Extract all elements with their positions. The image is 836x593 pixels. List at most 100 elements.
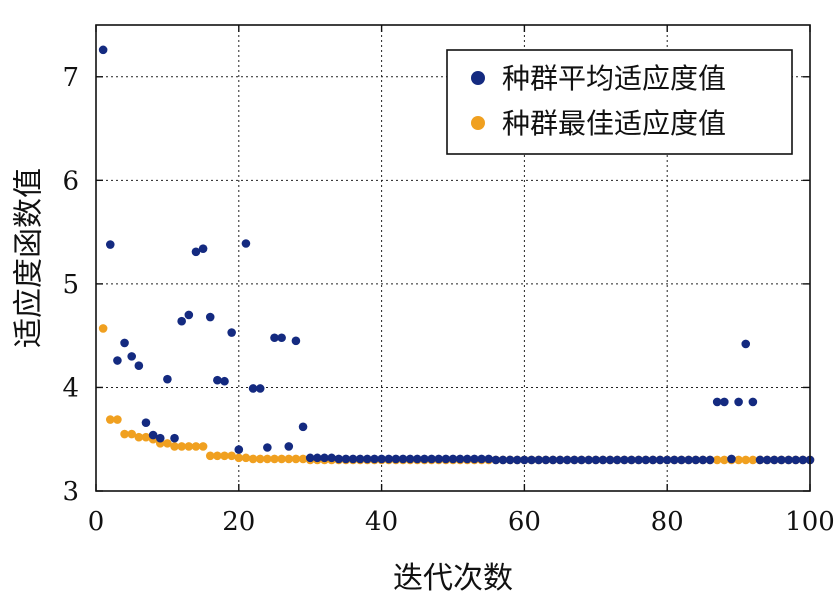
point-s1-26 [277,454,286,464]
point-s0-10 [163,374,172,384]
point-s0-52 [462,454,472,464]
point-s1-4 [120,429,129,439]
plot-frame [95,24,811,492]
point-s0-25 [270,333,279,343]
point-s0-92 [748,397,758,407]
point-s0-8 [148,430,158,440]
y-tick-label-6: 6 [62,166,79,196]
point-s0-28 [291,336,301,346]
point-s0-14 [191,247,201,257]
point-s0-36 [348,454,358,464]
point-s1-14 [191,442,201,451]
point-s1-5 [127,429,136,439]
point-s0-74 [620,455,629,465]
point-s0-81 [670,455,679,465]
point-s0-4 [120,338,129,348]
point-s1-88 [720,455,729,465]
point-s0-80 [662,455,672,465]
point-s0-1 [98,45,108,55]
point-s0-9 [155,433,165,443]
point-s0-29 [298,422,308,432]
legend-box [446,49,793,155]
point-s1-18 [220,451,229,461]
y-tick-label-4: 4 [62,373,79,403]
point-s0-75 [627,455,636,465]
point-s0-91 [741,339,751,349]
point-s0-63 [541,455,551,465]
x-tick-label-80: 80 [651,507,684,537]
point-s0-47 [427,454,436,464]
point-s0-98 [791,455,801,465]
point-s0-38 [363,454,372,464]
point-s0-82 [677,455,686,465]
point-s0-35 [341,454,351,464]
point-s0-83 [684,455,693,465]
x-tick-label-100: 100 [785,507,835,537]
point-s1-21 [241,453,251,463]
data-points [98,45,815,465]
point-s0-67 [570,455,579,465]
legend-label-best: 种群最佳适应度值 [502,107,726,140]
x-tick-label-60: 60 [508,507,541,537]
point-s0-84 [691,455,701,465]
point-s0-12 [177,316,186,326]
point-s0-7 [141,418,151,427]
point-s1-16 [205,451,215,461]
series-0 [98,45,815,465]
legend-marker-average [471,71,485,85]
point-s0-99 [798,455,808,465]
point-s1-10 [163,439,172,448]
point-s0-87 [712,397,722,407]
point-s0-20 [234,445,244,454]
point-s0-48 [434,454,444,464]
point-s0-54 [477,454,486,464]
point-s0-17 [213,375,222,385]
point-s0-34 [334,454,344,464]
point-s0-51 [455,454,465,464]
point-s1-6 [134,432,144,442]
point-s0-76 [634,455,643,465]
point-s0-43 [398,454,408,464]
point-s0-90 [734,397,743,407]
point-s0-30 [305,453,315,463]
series-1 [98,324,815,465]
point-s1-13 [184,442,194,451]
point-s0-59 [512,455,522,465]
point-s0-21 [241,239,251,248]
point-s0-68 [577,455,586,465]
point-s0-37 [355,454,365,464]
point-s0-88 [720,397,729,407]
point-s0-49 [441,454,451,464]
point-s0-69 [584,455,593,465]
point-s1-28 [291,454,301,464]
point-s0-42 [391,454,401,464]
y-tick-label-3: 3 [62,477,79,507]
point-s0-60 [520,455,529,465]
point-s1-19 [227,451,236,461]
point-s1-12 [177,442,186,451]
point-s0-39 [370,454,379,464]
point-s1-1 [98,324,108,333]
point-s0-65 [555,455,565,465]
point-s1-27 [284,454,294,464]
point-s0-78 [648,455,658,465]
point-s0-3 [113,356,122,365]
point-s0-93 [755,455,765,465]
point-s0-22 [248,384,258,393]
point-s0-94 [762,455,772,465]
point-s0-41 [384,454,394,464]
point-s0-95 [770,455,779,465]
point-s1-7 [141,432,151,442]
point-s0-16 [205,312,215,322]
point-s1-11 [170,442,179,451]
point-s0-23 [255,384,265,393]
point-s0-85 [698,455,708,465]
point-s0-18 [220,376,229,386]
point-s0-89 [727,454,736,464]
point-s0-5 [127,352,136,361]
point-s0-31 [313,453,322,463]
x-axis-label: 迭代次数 [393,561,513,593]
point-s0-27 [284,442,294,451]
point-s0-77 [641,455,651,465]
point-s0-71 [598,455,608,465]
